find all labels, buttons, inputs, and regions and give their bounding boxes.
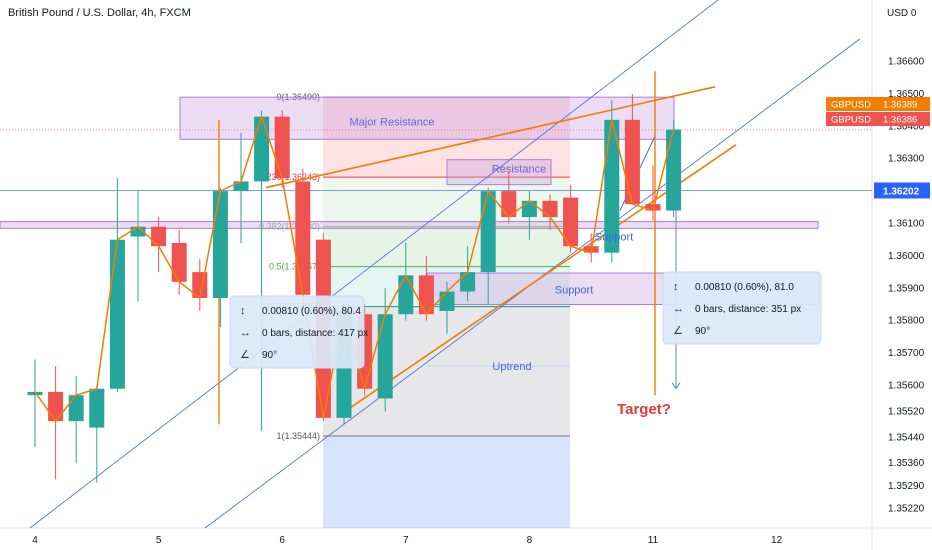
price-axis: 1.36600 1.36500 1.36400 1.36300 1.36100 1.360…	[826, 57, 930, 515]
candle-body	[604, 119, 620, 253]
price-tick-label: 1.36400	[888, 121, 925, 132]
price-tag-bg	[826, 97, 930, 111]
measure-arrow-head	[671, 382, 681, 390]
bars-distance-icon: ↔	[240, 327, 251, 339]
grid-layer	[0, 129, 872, 191]
resistance-zone	[446, 159, 552, 186]
candle-body	[501, 191, 517, 218]
candle-body	[295, 181, 311, 295]
currency-label[interactable]: USD 0	[887, 8, 917, 19]
price-tick-label: 1.35360	[888, 458, 925, 469]
candle-body	[398, 275, 414, 315]
price-tick-label: 1.35220	[888, 504, 925, 515]
candle-body	[27, 391, 43, 396]
resistance-trendline	[265, 86, 716, 189]
measure-box-right: ↕ 0.00810 (0.60%), 81.0 ↔ 0 bars, distance:…	[662, 271, 822, 345]
crosshair-price-tag	[874, 182, 930, 199]
price-tick-label: 1.35520	[888, 406, 925, 417]
candle-body	[109, 239, 125, 389]
target-label: Target?	[617, 401, 671, 418]
chart-title: British Pound / U.S. Dollar, 4h, FXCM	[8, 7, 191, 19]
time-tick-label: 5	[156, 535, 162, 546]
time-tick-label: 6	[279, 535, 285, 546]
candle-body	[48, 391, 64, 422]
price-tick-label: 1.35600	[888, 380, 925, 391]
price-tick-label: 1.36500	[888, 89, 925, 100]
candle-body	[624, 119, 640, 205]
measure-text: 0.00810 (0.60%), 81.0	[695, 282, 794, 293]
time-tick-label: 8	[527, 535, 533, 546]
angle-icon: ∠	[673, 325, 683, 337]
candle-body	[521, 200, 537, 218]
candle-body	[542, 200, 558, 218]
fib-extension-band	[323, 436, 570, 528]
time-tick-label: 7	[403, 535, 409, 546]
measure-text: 0 bars, distance: 417 px	[262, 328, 368, 339]
fib-level-label: 0.382(1.36090)	[259, 222, 320, 232]
measure-box-left: ↕ 0.00810 (0.60%), 80.4 ↔ 0 bars, distance:…	[229, 295, 368, 369]
price-tag-value: 1.36386	[883, 115, 917, 126]
trendline-layer	[29, 0, 861, 529]
measure-text: 90°	[695, 326, 710, 337]
candle-body	[68, 395, 84, 422]
price-tick-label: 1.36100	[888, 219, 925, 230]
angle-icon: ∠	[240, 349, 250, 361]
candle-body	[460, 272, 476, 292]
channel-upper-line	[29, 0, 719, 529]
fib-level-label: 1(1.35444)	[276, 431, 320, 441]
candle-body	[151, 226, 167, 247]
measure-text: 90°	[262, 350, 277, 361]
bars-distance-icon: ↔	[673, 303, 684, 315]
price-tag-symbol: GBPUSD	[831, 100, 871, 111]
support-upper-label: Support	[555, 284, 594, 296]
price-tick-label: 1.35700	[888, 348, 925, 359]
price-tick-label: 1.36300	[888, 154, 925, 165]
price-tick-label: 1.36600	[888, 57, 925, 68]
candle-body	[212, 191, 228, 299]
measure-box-bg	[662, 271, 822, 345]
time-axis: 4 5 6 7 8 11 12	[32, 535, 782, 546]
support-zone	[0, 221, 819, 229]
price-tick-label: 1.35290	[888, 481, 925, 492]
candle-body	[480, 191, 496, 273]
candle-body	[274, 116, 290, 179]
candle-body	[418, 275, 434, 315]
crosshair-price-label: 1.36202	[883, 186, 920, 197]
price-range-icon: ↕	[673, 281, 679, 293]
time-tick-label: 11	[648, 535, 659, 546]
measure-text: 0.00810 (0.60%), 80.4	[262, 306, 361, 317]
price-tag-bg	[826, 112, 930, 126]
price-tick-label: 1.35800	[888, 316, 925, 327]
candle-body	[233, 181, 249, 192]
measure-text: 0 bars, distance: 351 px	[695, 304, 801, 315]
fib-band	[323, 226, 570, 267]
candle-body	[645, 204, 661, 211]
candle-body	[254, 116, 270, 182]
candle-body	[377, 314, 393, 399]
uptrend-label: Uptrend	[492, 361, 531, 373]
support-label: Support	[595, 231, 634, 243]
candle-body	[439, 291, 455, 311]
price-tick-label: 1.36000	[888, 251, 925, 262]
resistance-label: Resistance	[492, 163, 546, 175]
candle-body	[89, 388, 105, 428]
price-tick-label: 1.35900	[888, 283, 925, 294]
price-tick-label: 1.35440	[888, 432, 925, 443]
price-tag-symbol: GBPUSD	[831, 115, 871, 126]
measure-box-bg	[229, 295, 365, 369]
major-resistance-label: Major Resistance	[350, 116, 435, 128]
price-tag-value: 1.36389	[883, 100, 917, 111]
time-tick-label: 12	[771, 535, 783, 546]
fib-level-label: 0.5(1.35967)	[269, 262, 320, 272]
candle-body	[666, 129, 682, 211]
overlay-layer: Major Resistance Resistance Support Support…	[229, 116, 822, 418]
price-range-icon: ↕	[240, 305, 246, 317]
candle-body	[171, 242, 187, 282]
candle-body	[130, 226, 146, 237]
time-tick-label: 4	[32, 535, 38, 546]
candle-body	[563, 197, 579, 247]
